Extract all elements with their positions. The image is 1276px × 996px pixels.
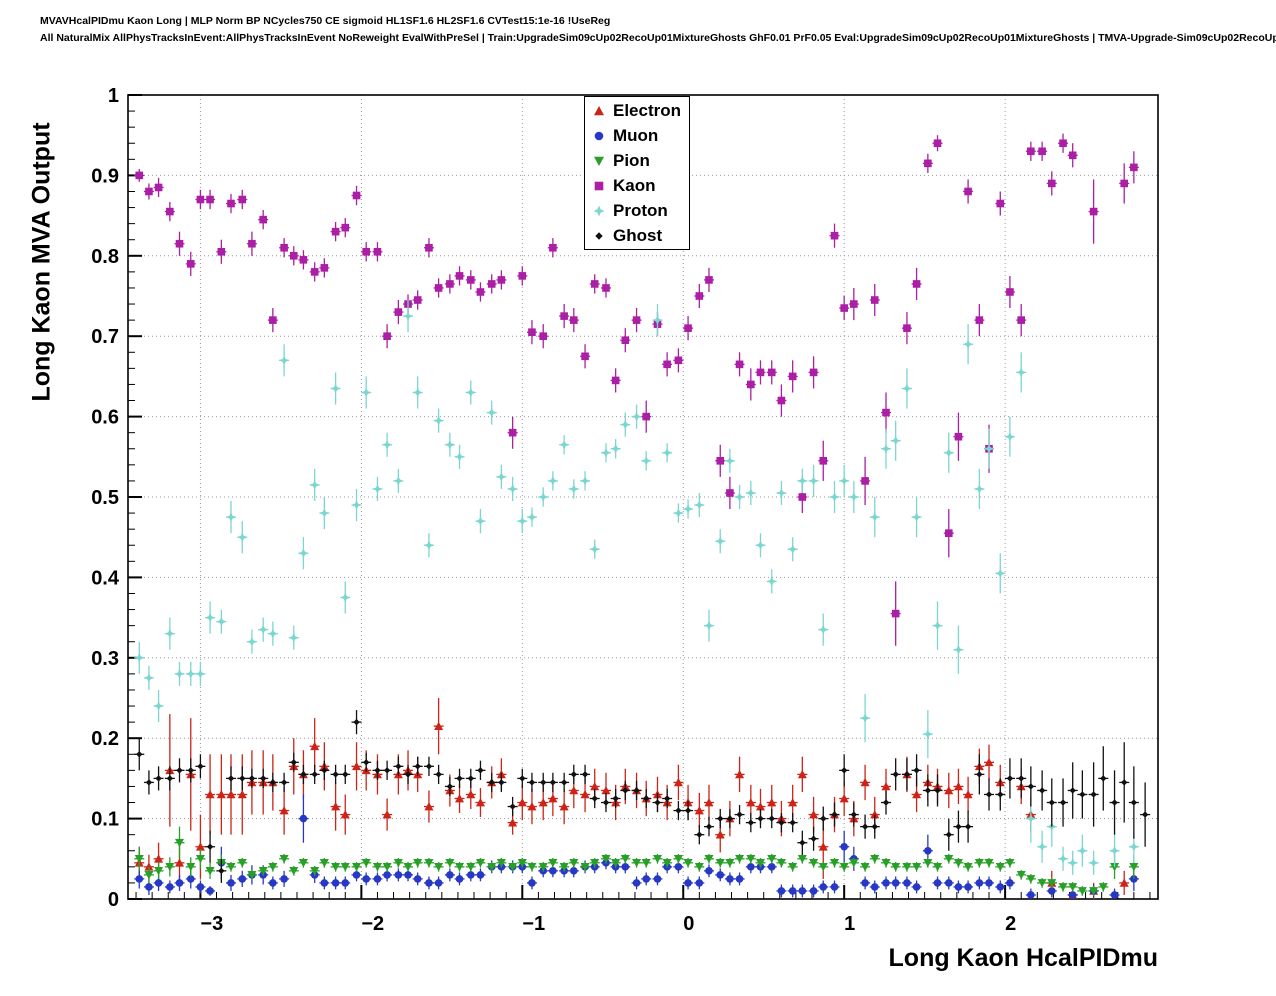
y-tick-label: 0.1 xyxy=(91,809,119,831)
data-points-layer xyxy=(134,133,1151,899)
series-ghost xyxy=(134,710,1151,883)
legend-label: Pion xyxy=(613,150,650,170)
pion-marker-icon xyxy=(594,156,604,166)
x-tick-label: −2 xyxy=(361,913,384,935)
y-axis-title: Long Kaon MVA Output xyxy=(27,122,56,402)
legend-label: Ghost xyxy=(613,225,663,245)
legend-label: Muon xyxy=(613,125,659,145)
x-tick-label: 0 xyxy=(683,913,694,935)
legend-label: Electron xyxy=(613,100,682,120)
x-tick-label: −1 xyxy=(522,913,545,935)
y-tick-label: 0.4 xyxy=(91,567,120,589)
proton-marker-icon xyxy=(593,205,605,216)
x-tick-label: −3 xyxy=(200,913,223,935)
y-tick-label: 0.9 xyxy=(91,165,119,187)
legend-label: Proton xyxy=(613,200,668,220)
legend-item-ghost: Ghost xyxy=(589,223,681,248)
ghost-marker-icon xyxy=(595,231,603,240)
plot-header: MVAVHcalPIDmu Kaon Long | MLP Norm BP NC… xyxy=(40,13,1276,47)
series-pion xyxy=(134,826,1139,896)
series-proton xyxy=(134,300,1139,875)
y-tick-label: 0.5 xyxy=(91,487,119,509)
series-muon xyxy=(134,794,1139,899)
y-tick-label: 0.8 xyxy=(91,246,119,268)
y-tick-label: 0.2 xyxy=(91,728,119,750)
plot-title-line1: MVAVHcalPIDmu Kaon Long | MLP Norm BP NC… xyxy=(40,15,611,27)
electron-marker-icon xyxy=(594,105,604,115)
legend-item-electron: Electron xyxy=(589,98,681,123)
y-tick-label: 0.6 xyxy=(91,407,119,429)
y-tick-label: 0.7 xyxy=(91,326,119,348)
y-tick-label: 0 xyxy=(108,889,119,911)
y-tick-label: 0.3 xyxy=(91,648,119,670)
muon-marker-icon xyxy=(594,131,604,140)
legend-item-proton: Proton xyxy=(589,198,681,223)
series-electron xyxy=(134,698,1130,899)
kaon-marker-icon xyxy=(594,181,604,190)
x-axis-title: Long Kaon HcalPIDmu xyxy=(888,944,1158,972)
legend-item-pion: Pion xyxy=(589,148,681,173)
legend-item-kaon: Kaon xyxy=(589,173,681,198)
legend-item-muon: Muon xyxy=(589,123,681,148)
legend-label: Kaon xyxy=(613,175,656,195)
x-tick-label: 1 xyxy=(844,913,855,935)
x-tick-label: 2 xyxy=(1005,913,1016,935)
y-tick-label: 1 xyxy=(108,85,119,107)
plot-title-line2: All NaturalMix AllPhysTracksInEvent:AllP… xyxy=(40,31,1276,44)
legend: Electron Muon Pion Kaon Proton Ghost xyxy=(584,96,691,250)
